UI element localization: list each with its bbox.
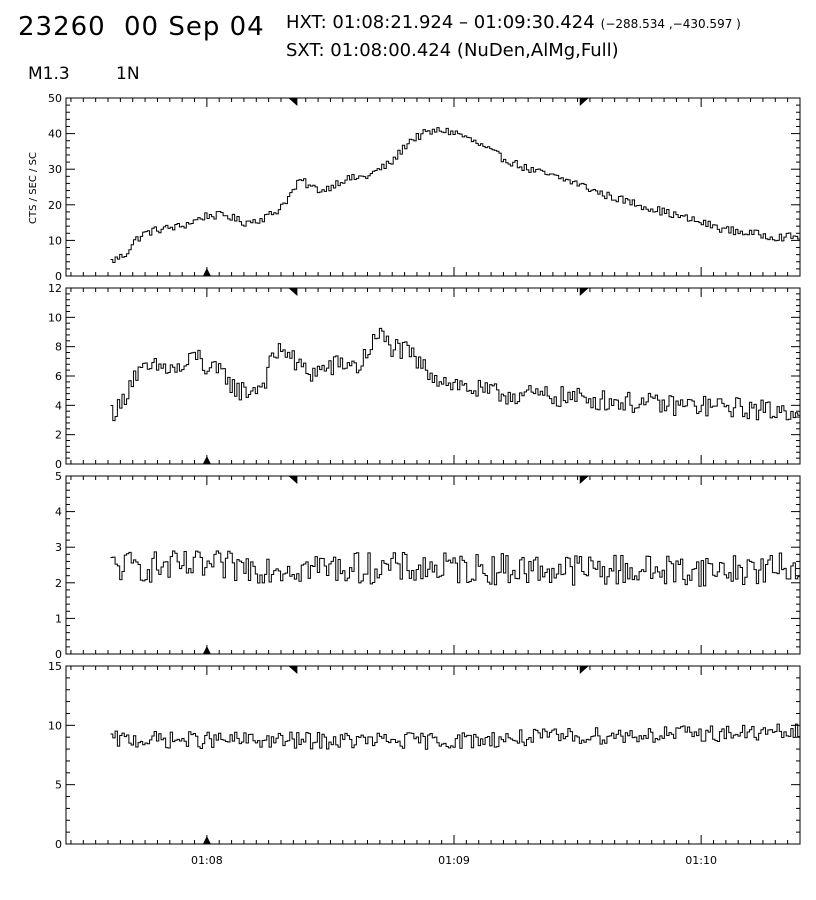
y-tick-label: 2 [55, 429, 62, 442]
panel-4-light-curve [110, 723, 800, 750]
hxt-start-marker [288, 476, 298, 484]
y-tick-label: 0 [55, 458, 62, 471]
y-tick-label: 4 [55, 506, 62, 519]
y-tick-label: 6 [55, 370, 62, 383]
hxt-start-marker [288, 98, 298, 106]
y-tick-label: 5 [55, 779, 62, 792]
hxt-label: HXT: [286, 12, 327, 33]
hxt-range: 01:08:21.924 – 01:09:30.424 [332, 12, 595, 33]
sxt-time: 01:08:00.424 [330, 40, 452, 61]
x-tick-label: 01:09 [438, 854, 470, 867]
hxt-time-range: HXT: 01:08:21.924 – 01:09:30.424 (−288.53… [286, 12, 741, 33]
y-tick-label: 50 [48, 92, 62, 105]
y-tick-label: 40 [48, 128, 62, 141]
hxt-end-marker [579, 98, 589, 106]
y-tick-label: 5 [55, 470, 62, 483]
y-tick-label: 8 [55, 341, 62, 354]
panel-3-frame [65, 475, 801, 655]
y-tick-label: 0 [55, 648, 62, 661]
y-tick-label: 15 [48, 660, 62, 673]
sxt-image-info: SXT: 01:08:00.424 (NuDen,AlMg,Full) [286, 40, 619, 61]
y-tick-label: 0 [55, 838, 62, 851]
y-tick-label: 10 [48, 719, 62, 732]
panel-4-frame [65, 665, 801, 845]
y-tick-label: 0 [55, 270, 62, 283]
panel-1-frame [65, 97, 801, 277]
sxt-label: SXT: [286, 40, 325, 61]
y-tick-label: 10 [48, 234, 62, 247]
sxt-time-marker [202, 268, 211, 276]
x-tick-label: 01:08 [191, 854, 223, 867]
flare-location: 1N [116, 64, 140, 84]
y-tick-label: 10 [48, 311, 62, 324]
panel-1-light-curve [110, 127, 800, 263]
panel-2-frame [65, 287, 801, 465]
sxt-info: (NuDen,AlMg,Full) [456, 40, 619, 61]
hxt-end-marker [579, 476, 589, 484]
y-tick-label: 12 [48, 282, 62, 295]
hxt-end-marker [579, 288, 589, 296]
y-axis-label: CTS / SEC / SC [28, 152, 39, 224]
panel-3-light-curve [110, 550, 800, 587]
panel-2-light-curve [110, 327, 800, 422]
y-tick-label: 1 [55, 612, 62, 625]
hxt-coordinates: (−288.534 ,−430.597 ) [600, 17, 741, 31]
flare-id: 23260 [18, 12, 106, 42]
sxt-time-marker [202, 646, 211, 654]
y-tick-label: 20 [48, 199, 62, 212]
y-tick-label: 3 [55, 541, 62, 554]
sxt-time-marker [202, 836, 211, 844]
hxt-start-marker [288, 288, 298, 296]
y-tick-label: 2 [55, 577, 62, 590]
goes-class: M1.3 [28, 64, 70, 84]
y-tick-label: 30 [48, 163, 62, 176]
x-tick-label: 01:10 [685, 854, 717, 867]
sxt-time-marker [202, 456, 211, 464]
flare-date: 00 Sep 04 [124, 12, 265, 42]
hxt-start-marker [288, 666, 298, 674]
y-tick-label: 4 [55, 399, 62, 412]
hxt-end-marker [579, 666, 589, 674]
